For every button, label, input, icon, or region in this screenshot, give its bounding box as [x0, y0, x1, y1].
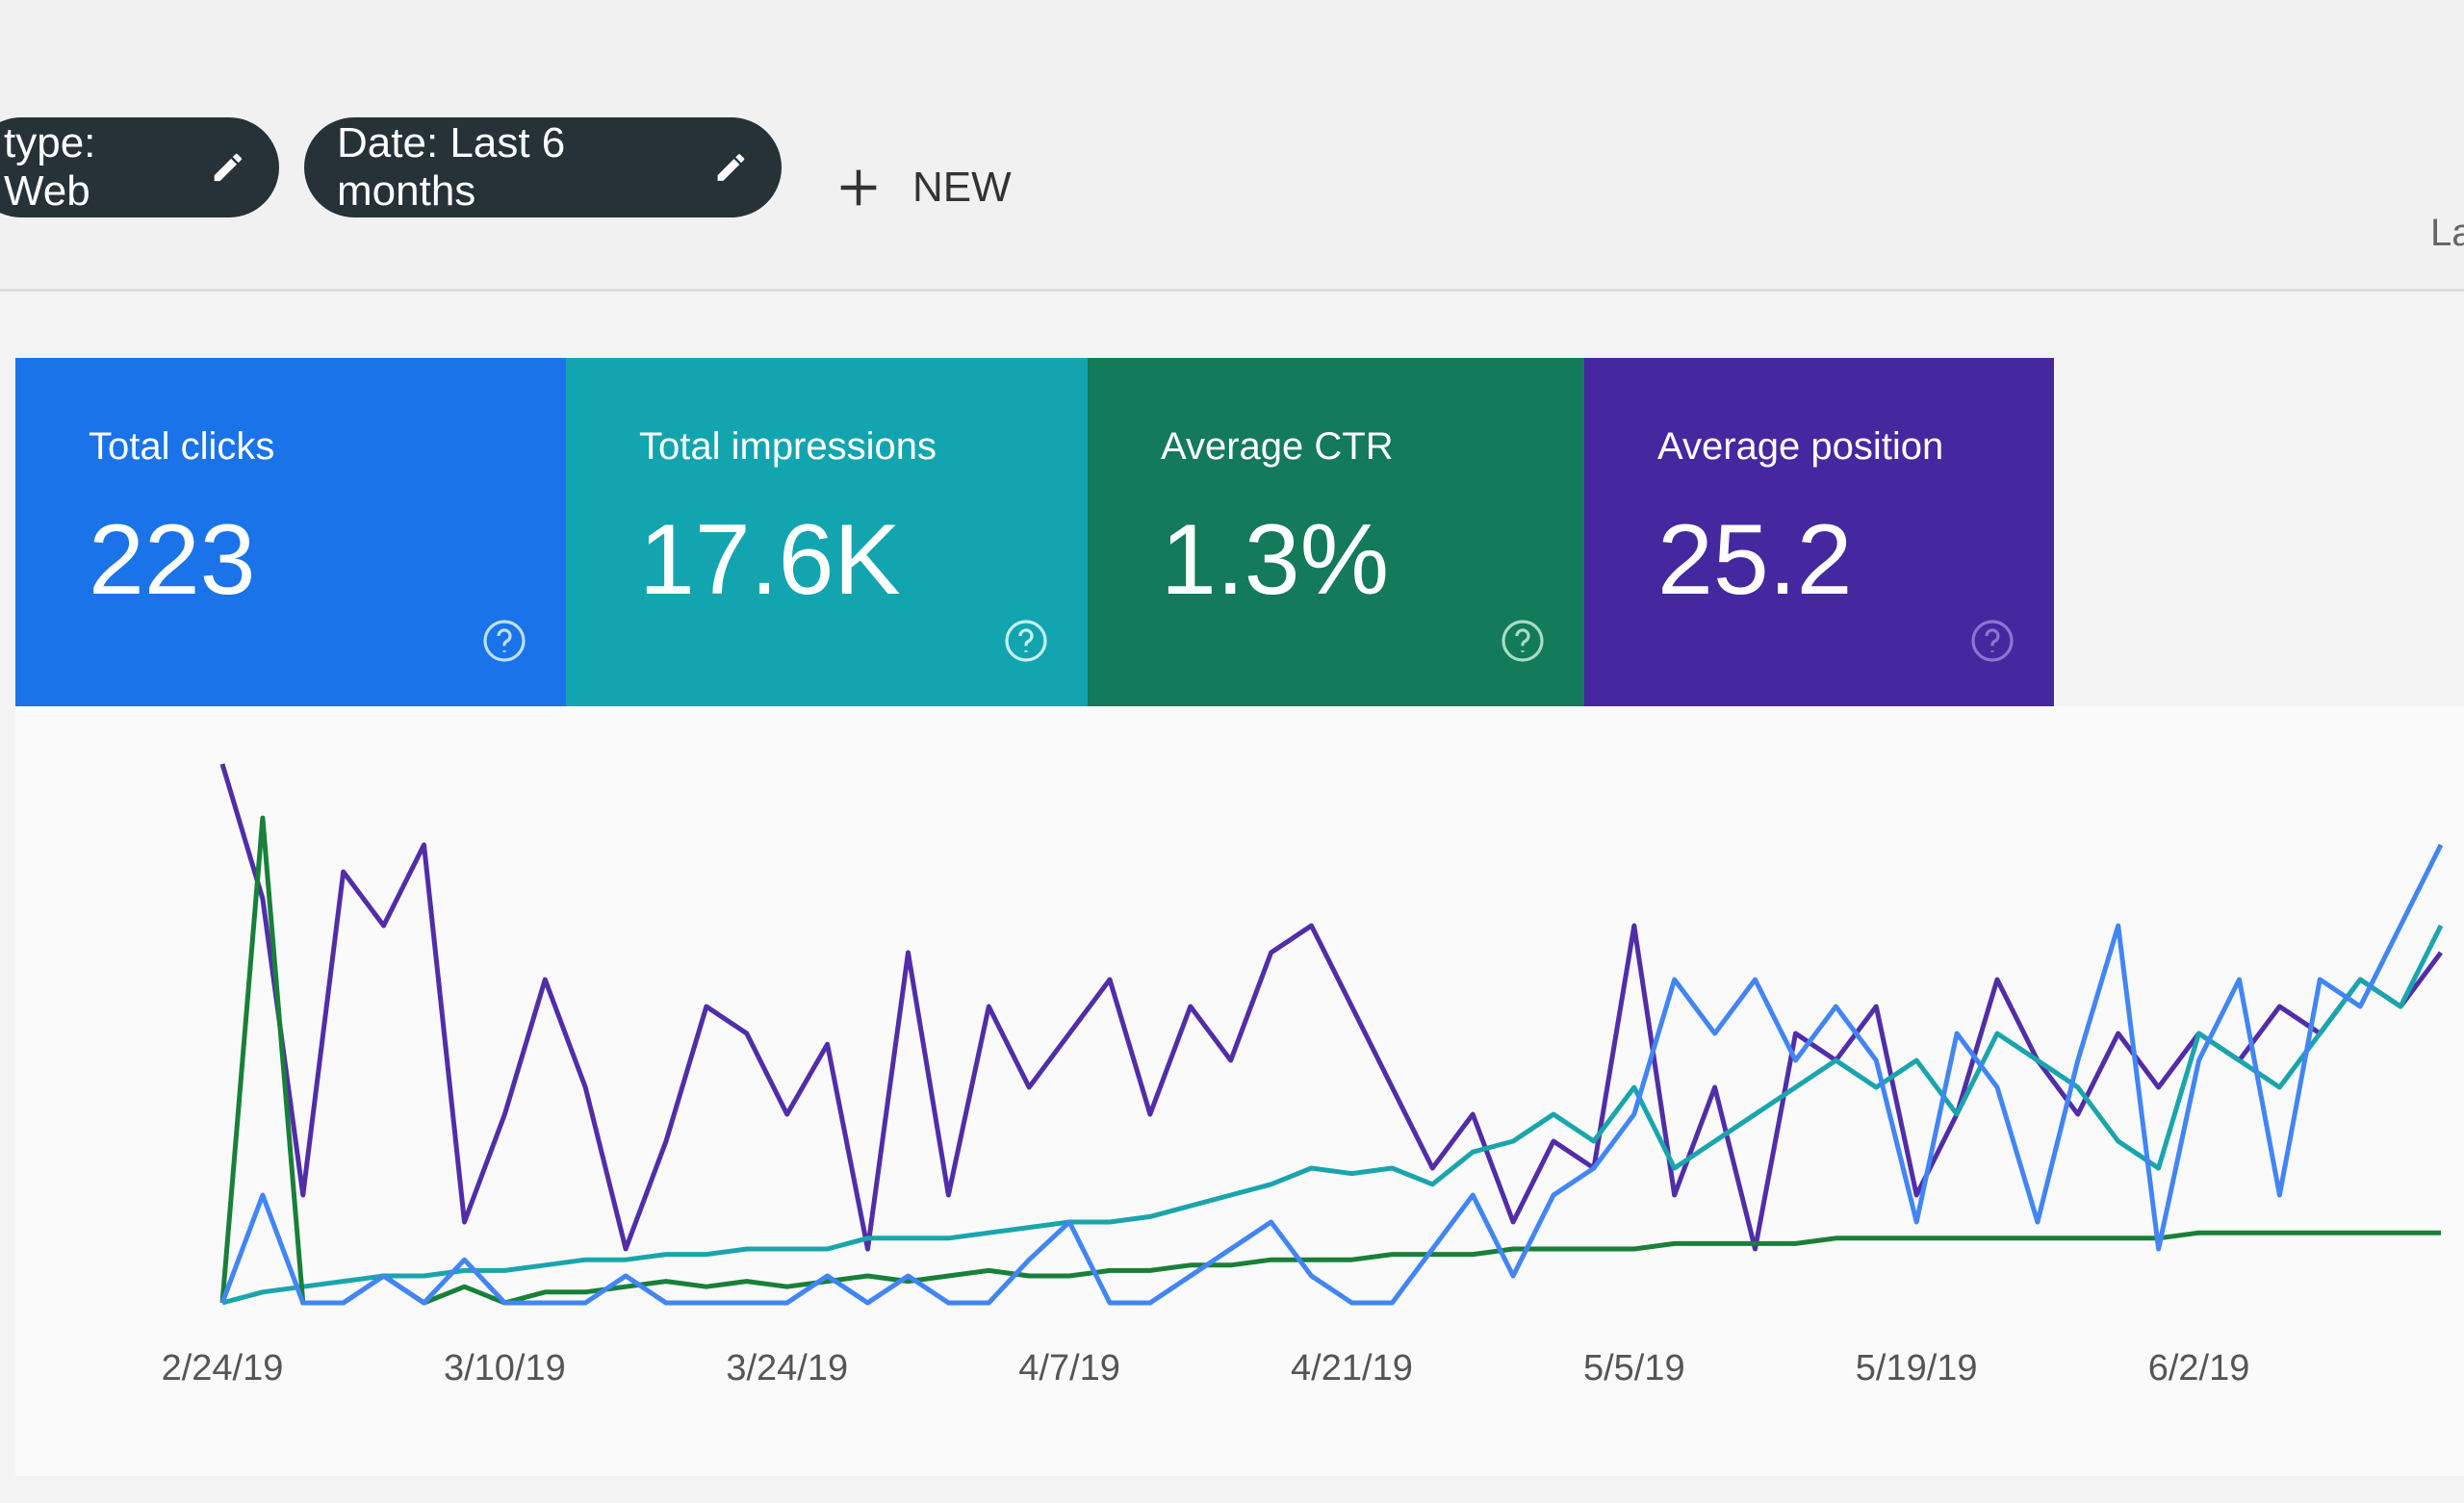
edit-icon — [717, 154, 745, 181]
filter-chip[interactable]: type: Web — [0, 117, 279, 217]
metric-cards: Total clicks 223 Total impressions 17.6K… — [15, 358, 2054, 706]
help-icon[interactable] — [481, 618, 527, 664]
metric-label: Average position — [1657, 425, 1944, 468]
metric-card[interactable]: Average CTR 1.3% — [1088, 358, 1584, 706]
chart: 2/24/19 3/10/19 3/24/19 4/7/19 4/21/19 5/5/19… — [162, 763, 2444, 1388]
series-line — [221, 924, 2444, 1306]
series-line — [219, 815, 2441, 1306]
x-tick-label: 4/7/19 — [1018, 1348, 1120, 1388]
toolbar: type: Web Date: Last 6 months NEW La — [0, 0, 2464, 292]
filter-chip[interactable]: Date: Last 6 months — [304, 117, 782, 217]
new-label: NEW — [912, 164, 1012, 211]
metric-card[interactable]: Total impressions 17.6K — [566, 358, 1088, 706]
chip-label: Date: Last 6 months — [337, 119, 566, 215]
x-tick-label: 4/21/19 — [1291, 1348, 1413, 1388]
x-tick-label: 6/2/19 — [2148, 1348, 2250, 1388]
chart-panel: 2/24/19 3/10/19 3/24/19 4/7/19 4/21/19 5/5/19… — [15, 706, 2464, 1476]
x-tick-label: 2/24/19 — [162, 1348, 284, 1388]
help-icon[interactable] — [1003, 618, 1049, 664]
x-tick-label: 3/10/19 — [444, 1348, 566, 1388]
metric-value: 1.3% — [1161, 504, 1390, 616]
metric-label: Total clicks — [89, 425, 275, 468]
help-icon[interactable] — [1500, 618, 1546, 664]
help-icon[interactable] — [1969, 618, 2015, 664]
x-tick-label: 5/19/19 — [1856, 1348, 1978, 1388]
x-tick-label: 5/5/19 — [1583, 1348, 1685, 1388]
metric-value: 17.6K — [639, 504, 901, 616]
cut-off-text: La — [2430, 212, 2464, 254]
metric-label: Average CTR — [1161, 425, 1394, 468]
new-button[interactable]: NEW — [837, 154, 1012, 221]
metric-value: 223 — [89, 504, 256, 616]
x-tick-label: 3/24/19 — [726, 1348, 848, 1388]
metric-card[interactable]: Average position 25.2 — [1584, 358, 2054, 706]
edit-icon — [214, 153, 243, 182]
chip-label: type: Web — [4, 119, 96, 215]
metric-label: Total impressions — [639, 425, 937, 468]
plus-icon — [840, 169, 877, 206]
series-line — [219, 763, 2444, 1252]
series-line — [219, 843, 2444, 1306]
metric-card[interactable]: Total clicks 223 — [15, 358, 566, 706]
metric-value: 25.2 — [1657, 504, 1853, 616]
